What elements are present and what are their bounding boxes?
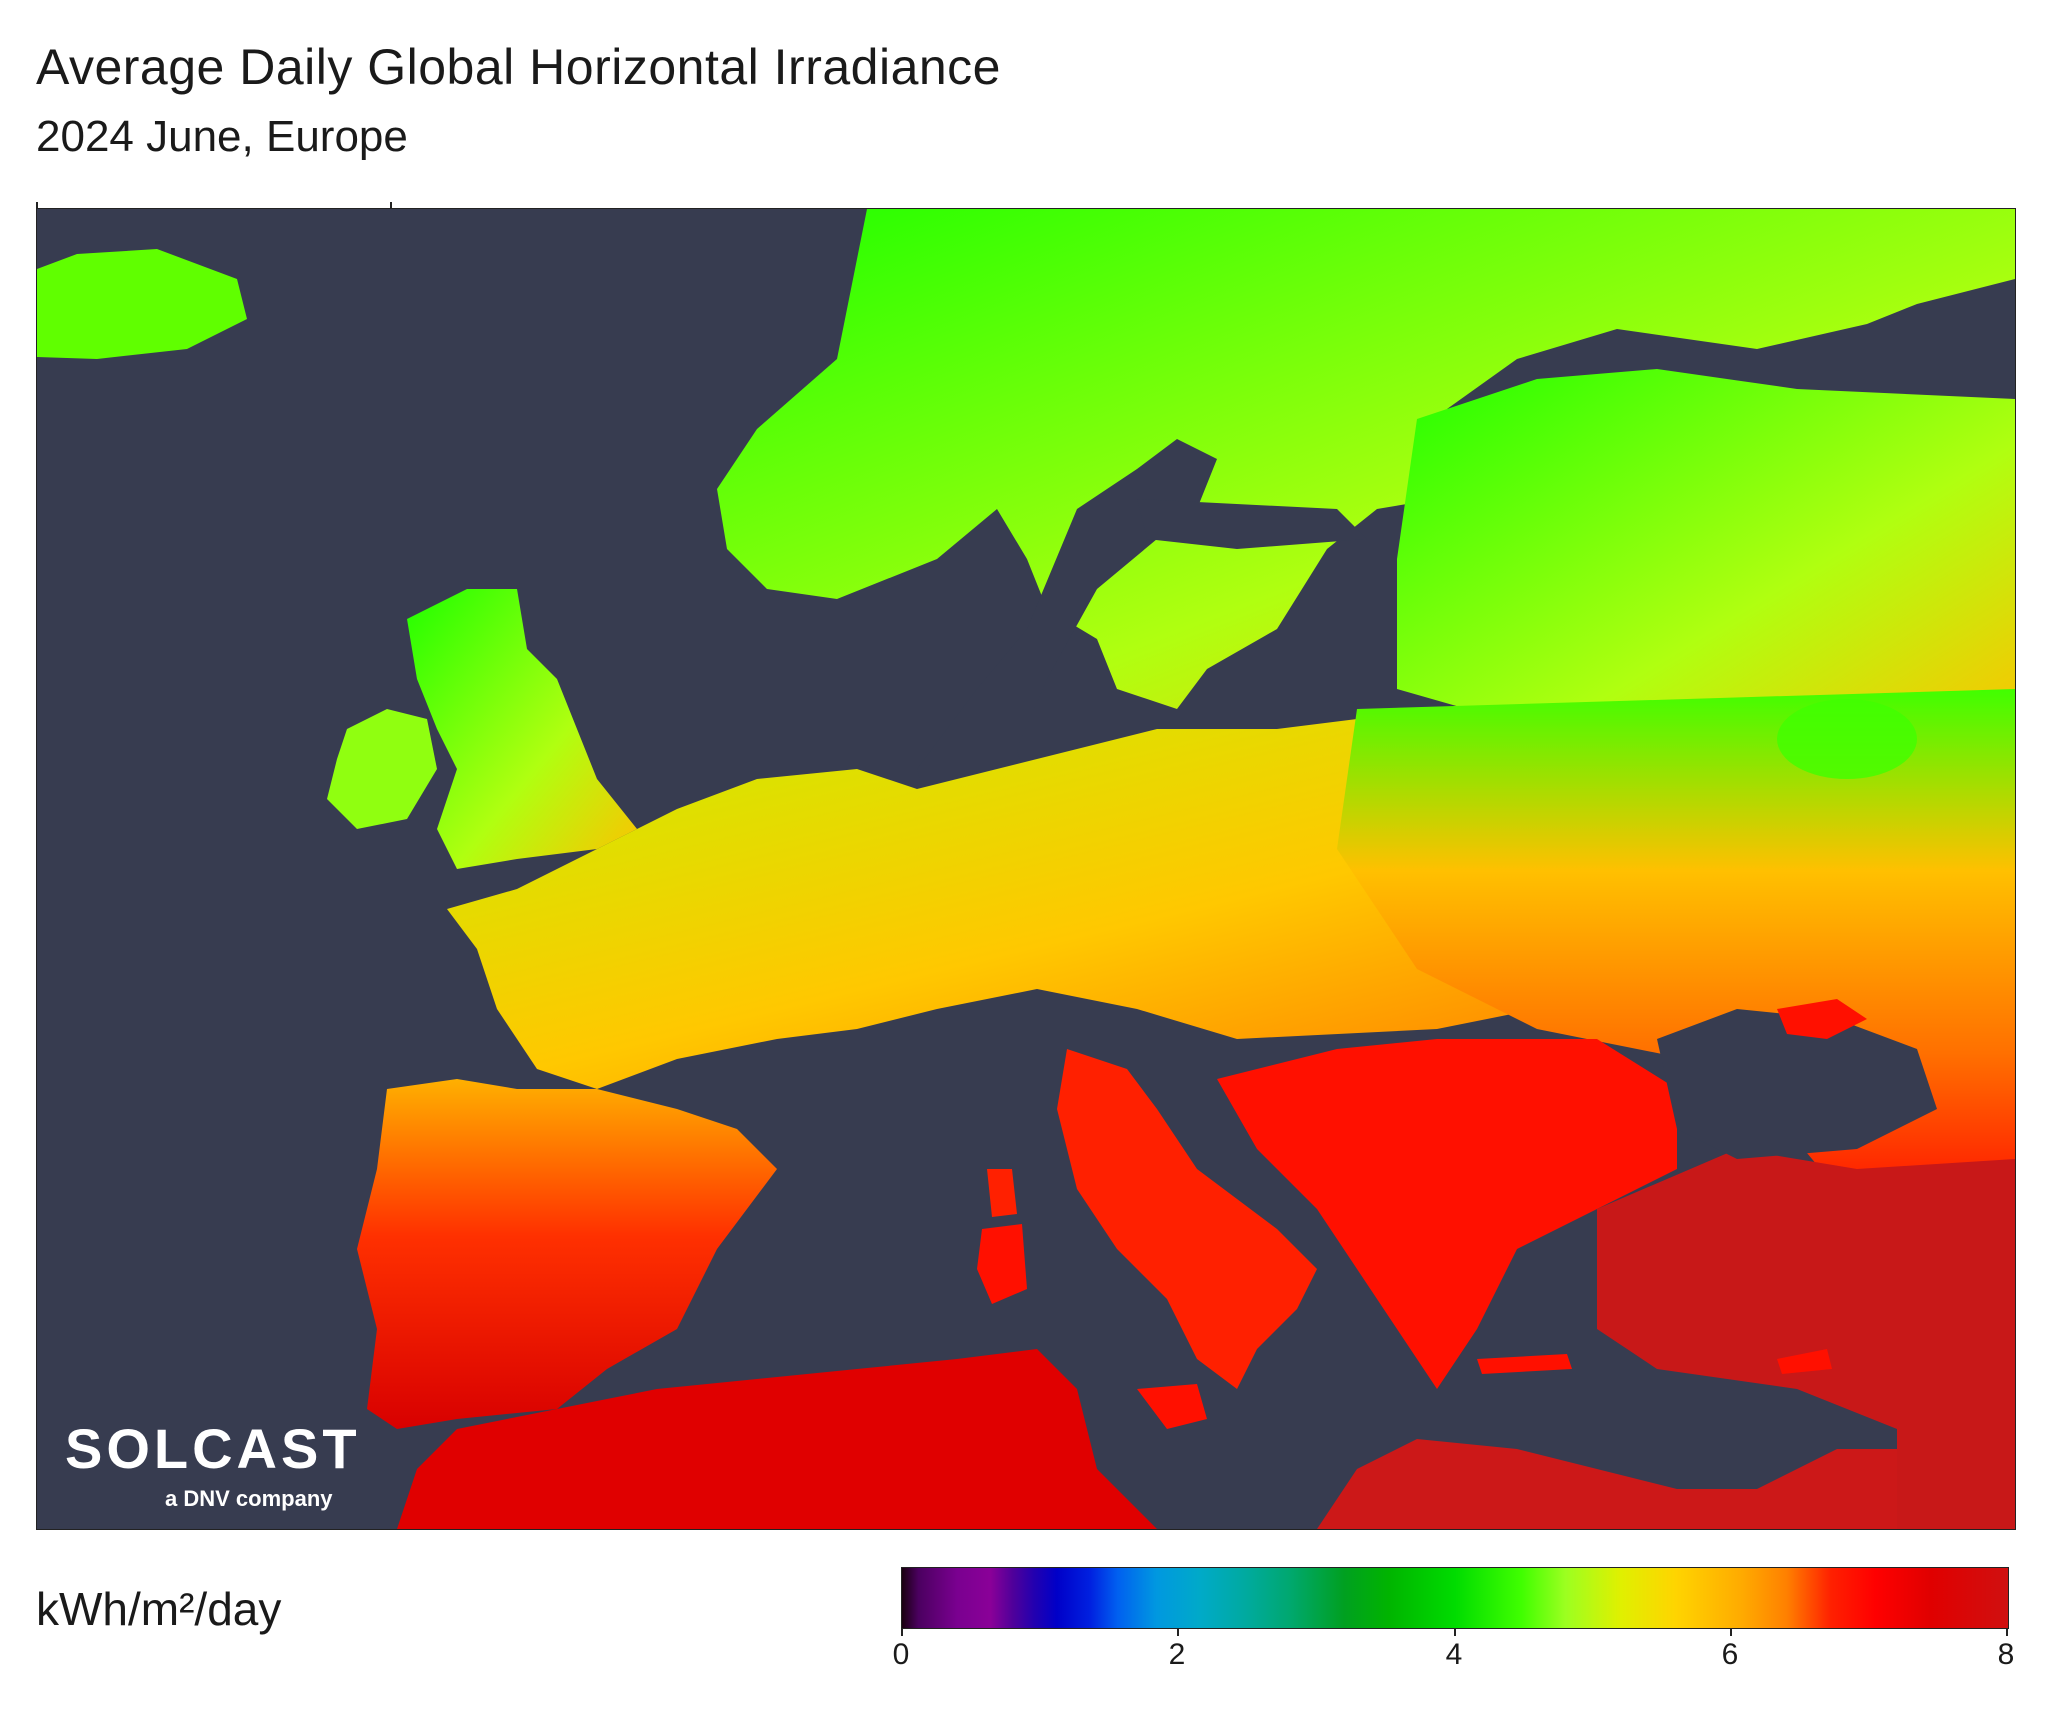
colorbar bbox=[901, 1567, 2009, 1629]
scandinavia-landmass bbox=[717, 209, 2015, 709]
logo-tagline: a DNV company bbox=[165, 1486, 333, 1511]
logo-wordmark: SOLCAST bbox=[65, 1417, 361, 1480]
colorbar-tick-label: 8 bbox=[1997, 1638, 2015, 1671]
colorbar-tick bbox=[2006, 1628, 2008, 1636]
gulf-of-finland bbox=[1137, 499, 1367, 549]
finland-russia-landmass bbox=[1397, 369, 2015, 749]
black-sea bbox=[1657, 1009, 1937, 1159]
balkans-landmass bbox=[1217, 1039, 1677, 1389]
ireland-landmass bbox=[327, 709, 437, 829]
colorbar-tick bbox=[1177, 1628, 1179, 1636]
green-patch-russia bbox=[1777, 699, 1917, 779]
colorbar-tick-label: 2 bbox=[1168, 1638, 1186, 1671]
crete-landmass bbox=[1477, 1354, 1572, 1374]
colorbar-tick-label: 6 bbox=[1721, 1638, 1739, 1671]
sicily-landmass bbox=[1137, 1384, 1207, 1429]
frame-tick bbox=[390, 202, 392, 210]
colorbar-tick bbox=[1730, 1628, 1732, 1636]
italy-landmass bbox=[1057, 1049, 1317, 1389]
baltic-sea bbox=[917, 439, 1217, 869]
libya-egypt-landmass bbox=[1317, 1439, 1897, 1529]
page-subtitle: 2024 June, Europe bbox=[36, 112, 408, 161]
iberia-landmass bbox=[357, 1079, 777, 1429]
colorbar-tick bbox=[1454, 1628, 1456, 1636]
turkey-landmass bbox=[1597, 1149, 2015, 1529]
cyprus-landmass bbox=[1777, 1349, 1832, 1374]
sardinia-landmass bbox=[977, 1224, 1027, 1304]
map-canvas bbox=[37, 209, 2015, 1529]
frame-tick bbox=[36, 202, 38, 210]
corsica-landmass bbox=[987, 1169, 1017, 1217]
solcast-logo: SOLCAST a DNV company bbox=[65, 1416, 365, 1516]
colorbar-unit-label: kWh/m²/day bbox=[36, 1583, 282, 1635]
iceland-landmass bbox=[37, 249, 247, 359]
colorbar-tick-label: 4 bbox=[1445, 1638, 1463, 1671]
irradiance-map[interactable]: SOLCAST a DNV company bbox=[36, 208, 2016, 1530]
colorbar-tick bbox=[901, 1628, 903, 1636]
great-britain-landmass bbox=[407, 589, 637, 869]
crimea-landmass bbox=[1777, 999, 1867, 1039]
north-africa-landmass bbox=[397, 1349, 1157, 1529]
page-title: Average Daily Global Horizontal Irradian… bbox=[36, 39, 1001, 95]
colorbar-tick-label: 0 bbox=[892, 1638, 910, 1671]
